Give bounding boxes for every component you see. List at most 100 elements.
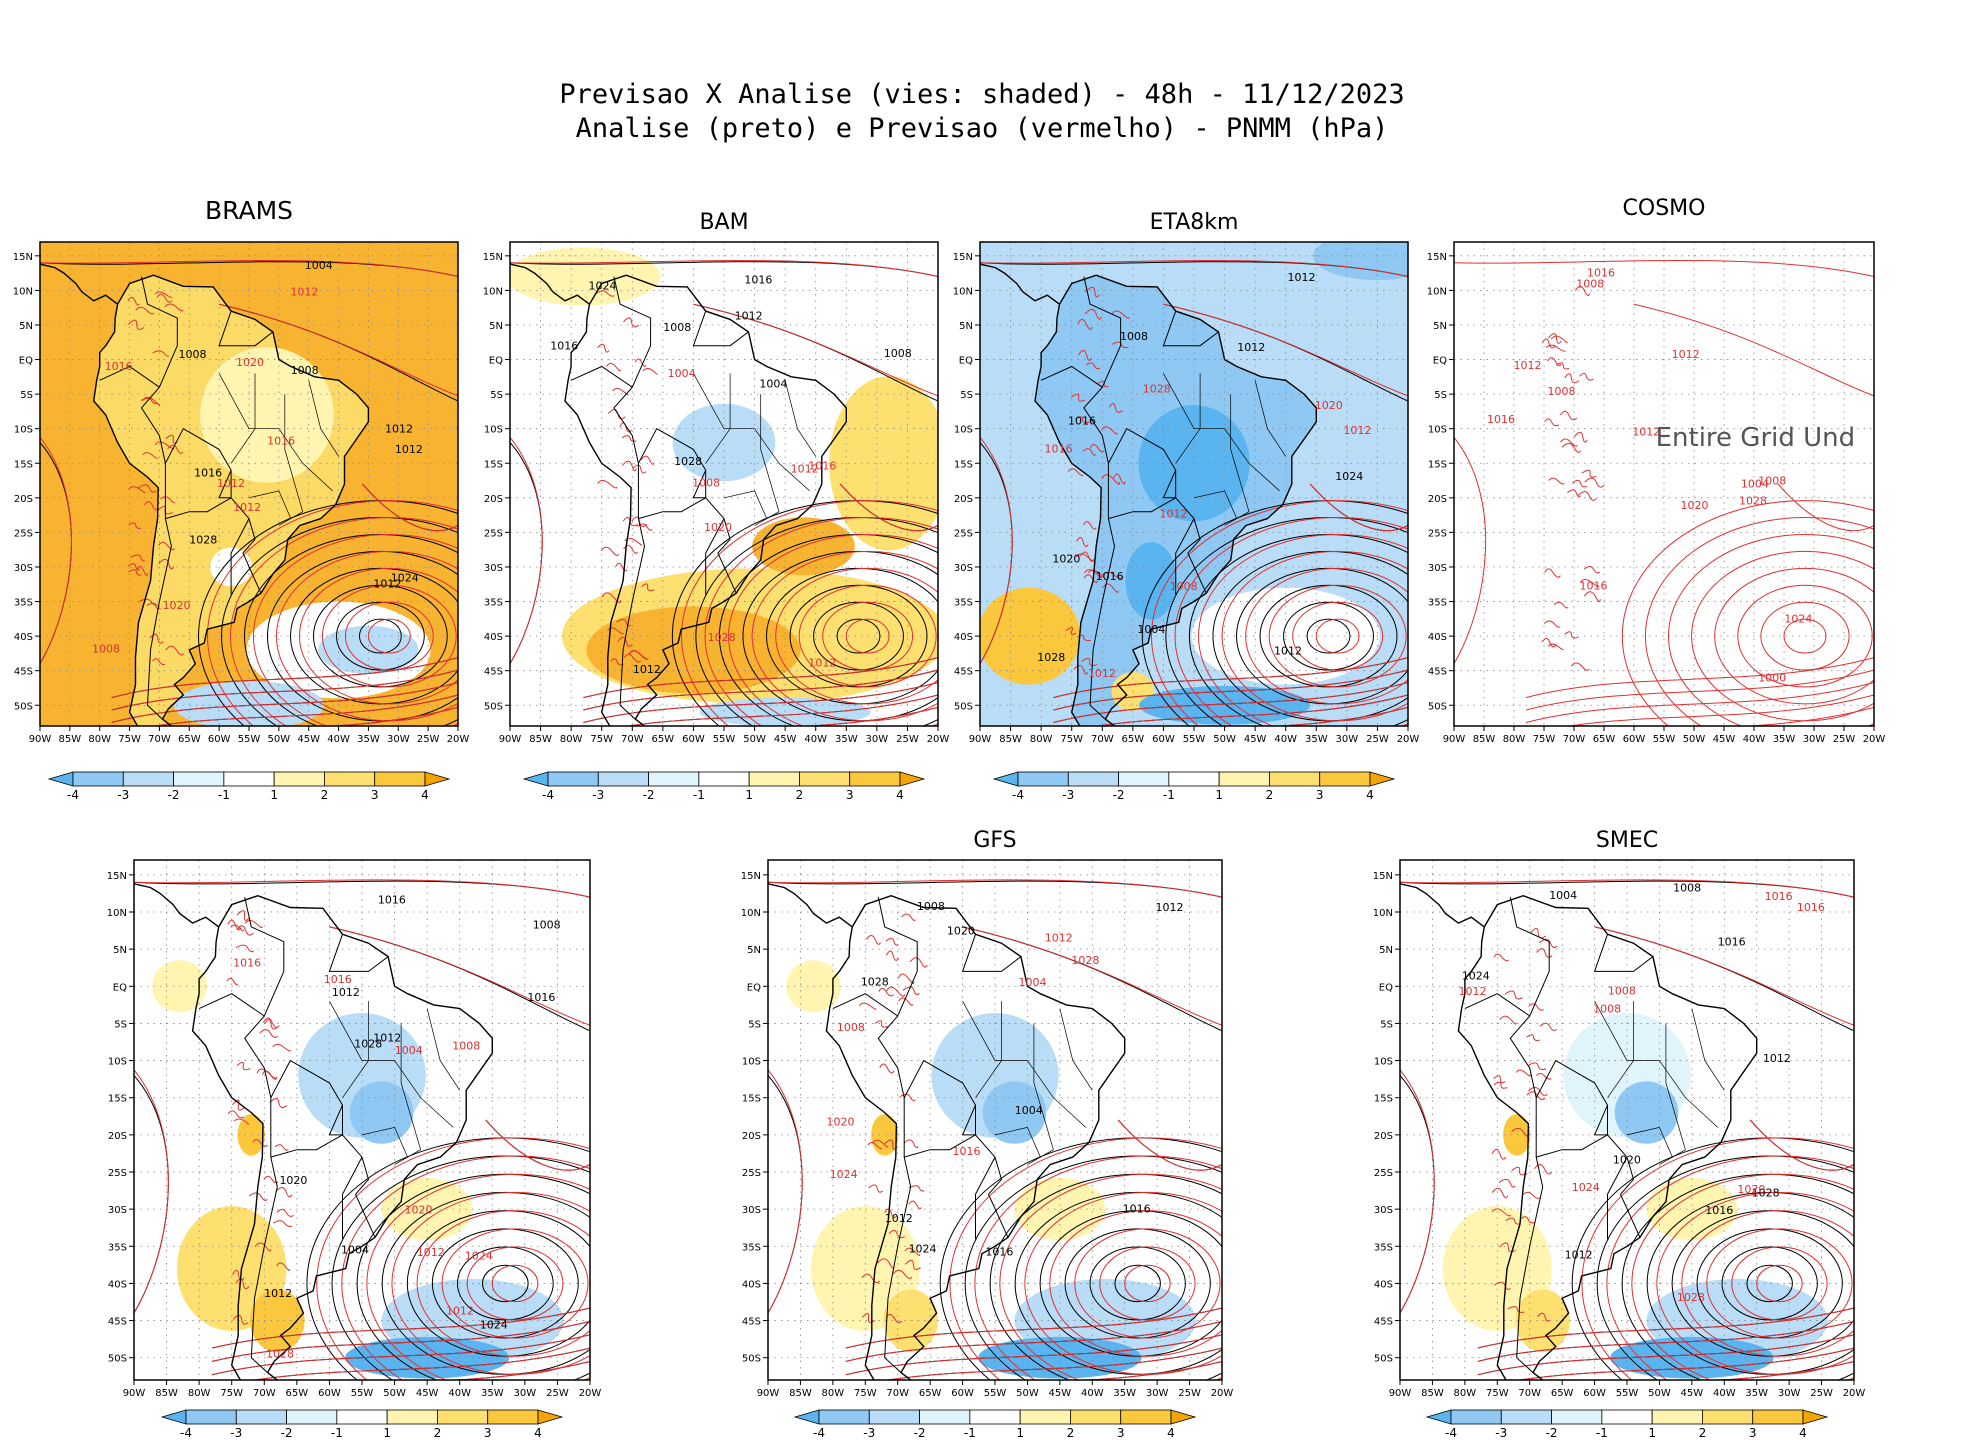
pressure-contours xyxy=(510,260,938,726)
colorbar-swatch xyxy=(173,771,225,787)
contour-label: 1004 xyxy=(1019,976,1047,989)
colorbar-label: 2 xyxy=(796,788,804,802)
map-panel-bottom-left: 1012101610081012101610201028100410241012… xyxy=(107,859,601,1399)
colorbar-swatch xyxy=(235,1409,287,1425)
contour-label: 1024 xyxy=(1462,969,1490,982)
lat-tick-label: 20S xyxy=(742,1131,761,1142)
colorbar-swatch xyxy=(1269,771,1321,787)
lat-tick-label: 30S xyxy=(1374,1205,1393,1216)
contour-label: 1028 xyxy=(1037,651,1065,664)
colorbar-swatch xyxy=(648,771,700,787)
lat-tick-label: 10S xyxy=(14,425,33,436)
colorbar-label: -2 xyxy=(1113,788,1125,802)
lon-tick-label: 40W xyxy=(804,734,827,745)
contour-label: 1016 xyxy=(105,360,133,373)
colorbar-label: -3 xyxy=(117,788,129,802)
contour-label: 1016 xyxy=(1487,413,1515,426)
colorbar-label: -3 xyxy=(1062,788,1074,802)
panel-title-eta8km: ETA8km xyxy=(1149,210,1239,235)
lat-tick-label: 15S xyxy=(484,459,503,470)
colorbar-label: 3 xyxy=(846,788,854,802)
colorbar-arrow-right xyxy=(1802,1409,1829,1425)
contour-label: 1024 xyxy=(465,1249,493,1262)
contour-label: 1020 xyxy=(1052,553,1080,566)
lon-tick-label: 75W xyxy=(1060,734,1083,745)
lat-tick-label: 40S xyxy=(108,1279,127,1290)
colorbar-swatch xyxy=(336,1409,388,1425)
contour-label: 1028 xyxy=(1739,495,1767,508)
contour-label: 1016 xyxy=(1718,935,1746,948)
lat-tick-label: 5S xyxy=(748,1019,761,1030)
lat-tick-label: 25S xyxy=(484,528,503,539)
lat-tick-label: 40S xyxy=(484,632,503,643)
lat-tick-label: 15N xyxy=(1427,252,1447,263)
contour-label: 1004 xyxy=(1741,477,1769,490)
colorbar-swatch xyxy=(286,1409,338,1425)
lat-tick-label: 50S xyxy=(1374,1354,1393,1365)
colorbar-arrow-left xyxy=(793,1409,820,1425)
lat-tick-label: 10S xyxy=(1428,425,1447,436)
lon-tick-label: 35W xyxy=(1773,734,1796,745)
map-axes: 90W 85W 80W 75W 70W 65W 60W 55W 50W 45W 40W 35W 30W 2… xyxy=(13,252,470,745)
colorbar-arrow-left xyxy=(160,1409,187,1425)
figure-title: Previsao X Analise (vies: shaded) - 48h … xyxy=(0,78,1964,146)
lon-tick-label: 65W xyxy=(1593,734,1616,745)
lat-tick-label: 25S xyxy=(954,528,973,539)
contour-label: 1028 xyxy=(266,1348,294,1361)
colorbar-label: 1 xyxy=(1215,788,1223,802)
lon-tick-label: 25W xyxy=(1833,734,1856,745)
lat-tick-label: EQ xyxy=(747,982,761,993)
contour-labels: 1012101610081008101210161024102810041012… xyxy=(550,273,912,676)
figure-title-line2: Analise (preto) e Previsao (vermelho) - … xyxy=(575,113,1389,144)
lat-tick-label: 30S xyxy=(1428,563,1447,574)
panel-title-bam: BAM xyxy=(699,210,749,235)
contour-label: 1016 xyxy=(808,460,836,473)
colorbar-swatch xyxy=(919,1409,971,1425)
colorbar-label: -4 xyxy=(542,788,554,802)
panel-title-gfs: GFS xyxy=(973,828,1017,853)
colorbar-label: -3 xyxy=(863,1426,875,1440)
contour-label: 1028 xyxy=(354,1038,382,1051)
colorbar-arrow-left xyxy=(47,771,74,787)
colorbar-swatch xyxy=(1120,1409,1172,1425)
contour-label: 1024 xyxy=(830,1168,858,1181)
lon-tick-label: 50W xyxy=(383,1388,406,1399)
colorbar-swatch xyxy=(1500,1409,1552,1425)
colorbar-label: -3 xyxy=(1495,1426,1507,1440)
lon-tick-label: 20W xyxy=(1397,734,1420,745)
colorbar-label: 3 xyxy=(371,788,379,802)
colorbar-swatch xyxy=(849,771,901,787)
lon-tick-label: 85W xyxy=(999,734,1022,745)
colorbar-label: 4 xyxy=(1366,788,1374,802)
colorbar-label: 3 xyxy=(1749,1426,1757,1440)
lon-tick-label: 50W xyxy=(1213,734,1236,745)
contour-label: 1012 xyxy=(1565,1248,1593,1261)
contour-label: 1004 xyxy=(1015,1104,1043,1117)
colorbar-arrow-right xyxy=(424,771,451,787)
lat-tick-label: 35S xyxy=(14,598,33,609)
contour-label: 1000 xyxy=(1758,671,1786,684)
lon-tick-label: 85W xyxy=(529,734,552,745)
colorbar-label: 4 xyxy=(1167,1426,1175,1440)
colorbar-label: -4 xyxy=(813,1426,825,1440)
lon-tick-label: 80W xyxy=(188,1388,211,1399)
lat-tick-label: 25S xyxy=(108,1168,127,1179)
lat-tick-label: 30S xyxy=(742,1205,761,1216)
lon-tick-label: 85W xyxy=(155,1388,178,1399)
contour-label: 1020 xyxy=(827,1115,855,1128)
lon-tick-label: 55W xyxy=(1183,734,1206,745)
lat-tick-label: 25S xyxy=(14,528,33,539)
lon-tick-label: 40W xyxy=(1713,1388,1736,1399)
lat-tick-label: 5N xyxy=(1379,945,1393,956)
colorbar-label: 2 xyxy=(1699,1426,1707,1440)
contour-label: 1016 xyxy=(233,956,261,969)
lat-tick-label: EQ xyxy=(489,356,503,367)
lat-tick-label: 10S xyxy=(1374,1057,1393,1068)
contour-label: 1008 xyxy=(1608,985,1636,998)
map-axes: 90W 85W 80W 75W 70W 65W 60W 55W 50W 45W 40W 35W 30W 2… xyxy=(741,871,1234,1399)
lat-tick-label: 10N xyxy=(1373,908,1393,919)
lon-tick-label: 55W xyxy=(984,1388,1007,1399)
lat-tick-label: EQ xyxy=(1379,982,1393,993)
lon-tick-label: 25W xyxy=(896,734,919,745)
lon-tick-label: 85W xyxy=(789,1388,812,1399)
